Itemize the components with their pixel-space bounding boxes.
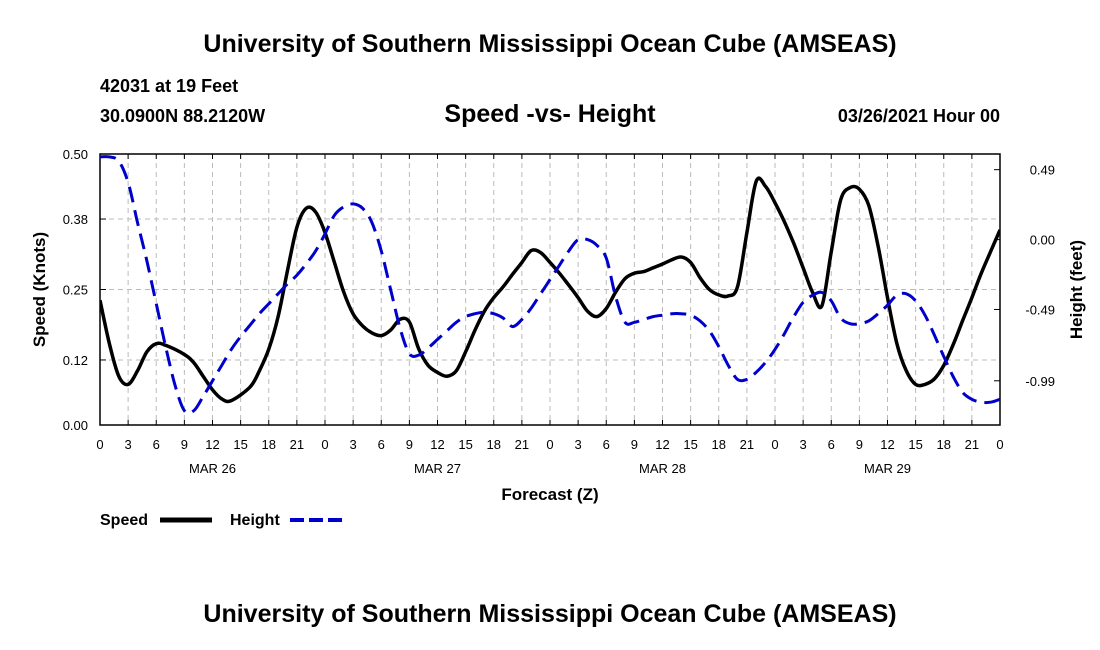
x-tick-label: 3 bbox=[575, 437, 582, 452]
y-tick-label: 0.38 bbox=[63, 212, 88, 227]
x-tick-label: 15 bbox=[683, 437, 697, 452]
y-tick-label: 0.12 bbox=[63, 353, 88, 368]
y-tick-label: 0.50 bbox=[63, 147, 88, 162]
x-tick-label: 6 bbox=[153, 437, 160, 452]
y-tick-label: 0.00 bbox=[63, 418, 88, 433]
x-tick-label: 3 bbox=[350, 437, 357, 452]
x-tick-label: 21 bbox=[515, 437, 529, 452]
y2-axis-label: Height (feet) bbox=[1067, 240, 1086, 339]
x-tick-label: 6 bbox=[828, 437, 835, 452]
y2-tick-label: 0.00 bbox=[1030, 233, 1055, 248]
x-tick-label: 18 bbox=[937, 437, 951, 452]
x-axis-label: Forecast (Z) bbox=[501, 485, 598, 504]
legend-height-label: Height bbox=[230, 512, 280, 529]
x-tick-label: 18 bbox=[262, 437, 276, 452]
x-tick-label: 0 bbox=[996, 437, 1003, 452]
x-tick-label: 12 bbox=[655, 437, 669, 452]
y-tick-label: 0.25 bbox=[63, 283, 88, 298]
x-tick-label: 6 bbox=[603, 437, 610, 452]
x-tick-label: 15 bbox=[908, 437, 922, 452]
x-tick-label: 21 bbox=[965, 437, 979, 452]
x-day-label: MAR 28 bbox=[639, 461, 686, 476]
speed-height-chart: 0 3 6 9 12 15 18 21 0 3 6 9 12 15 18 21 0 3 6 9 12 15 18 21 0 3 6 9… bbox=[30, 147, 1086, 529]
x-day-label: MAR 27 bbox=[414, 461, 461, 476]
x-tick-label: 3 bbox=[125, 437, 132, 452]
forecast-date-label: 03/26/2021 Hour 00 bbox=[837, 106, 1000, 126]
x-tick-label: 18 bbox=[487, 437, 501, 452]
x-tick-label: 0 bbox=[321, 437, 328, 452]
height-series-line bbox=[100, 155, 1000, 415]
y2-tick-label: -0.99 bbox=[1025, 374, 1055, 389]
x-tick-label: 9 bbox=[406, 437, 413, 452]
chart-title: Speed -vs- Height bbox=[444, 100, 656, 128]
y2-tick-label: 0.49 bbox=[1030, 163, 1055, 178]
x-tick-label: 9 bbox=[631, 437, 638, 452]
x-tick-label: 0 bbox=[96, 437, 103, 452]
legend-speed-label: Speed bbox=[100, 512, 148, 529]
station-label: 42031 at 19 Feet bbox=[100, 76, 239, 96]
x-tick-label: 21 bbox=[740, 437, 754, 452]
x-tick-label: 3 bbox=[800, 437, 807, 452]
x-tick-label: 0 bbox=[771, 437, 778, 452]
x-tick-label: 6 bbox=[378, 437, 385, 452]
x-tick-label: 9 bbox=[856, 437, 863, 452]
x-tick-label: 12 bbox=[430, 437, 444, 452]
y2-tick-label: -0.49 bbox=[1025, 302, 1055, 317]
y-axis-label: Speed (Knots) bbox=[30, 232, 49, 347]
x-tick-label: 15 bbox=[458, 437, 472, 452]
x-tick-label: 21 bbox=[290, 437, 304, 452]
speed-series-line bbox=[100, 176, 1000, 404]
x-tick-label: 12 bbox=[880, 437, 894, 452]
x-day-label: MAR 29 bbox=[864, 461, 911, 476]
coordinates-label: 30.0900N 88.2120W bbox=[100, 106, 266, 126]
page-title: University of Southern Mississippi Ocean… bbox=[203, 30, 897, 58]
x-tick-label: 12 bbox=[205, 437, 219, 452]
x-tick-label: 15 bbox=[233, 437, 247, 452]
footer-title: University of Southern Mississippi Ocean… bbox=[203, 600, 897, 628]
x-tick-label: 9 bbox=[181, 437, 188, 452]
x-tick-label: 0 bbox=[546, 437, 553, 452]
x-tick-label: 18 bbox=[712, 437, 726, 452]
x-day-label: MAR 26 bbox=[189, 461, 236, 476]
